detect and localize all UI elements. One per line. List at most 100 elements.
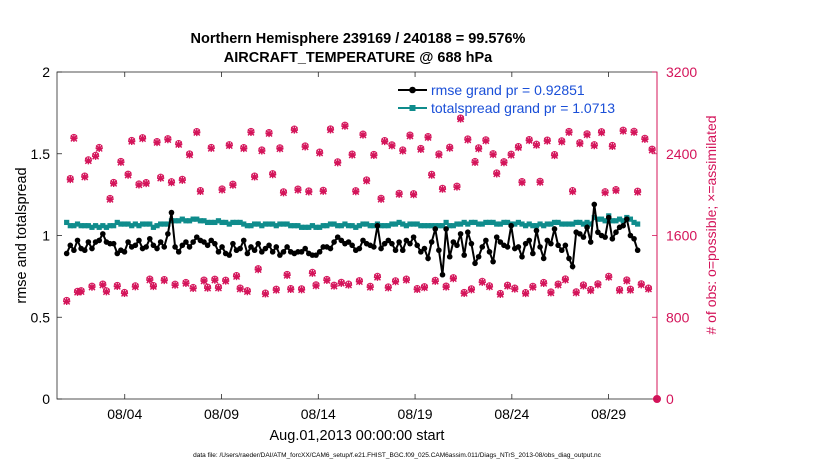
totalspread-point [78, 223, 84, 229]
totalspread-point [519, 221, 525, 227]
totalspread-point [129, 223, 135, 229]
y-axis-left-label: rmse and totalspread [14, 167, 30, 303]
obs-assimilated-point [265, 129, 273, 138]
totalspread-point [154, 223, 160, 229]
rmse-point [161, 244, 168, 250]
totalspread-point [107, 223, 113, 229]
obs-assimilated-point [207, 144, 215, 152]
totalspread-point [577, 219, 583, 226]
rmse-point [360, 237, 366, 244]
totalspread-point [494, 221, 500, 227]
obs-assimilated-point [482, 137, 490, 145]
obs-assimilated-point [261, 290, 270, 298]
rmse-point [515, 244, 522, 250]
totalspread-point [219, 219, 225, 226]
y-right-tick-label: 800 [666, 309, 690, 325]
totalspread-point [273, 223, 279, 229]
rmse-point [183, 239, 189, 245]
totalspread-point [89, 224, 95, 230]
obs-assimilated-point [377, 195, 385, 203]
obs-assimilated-point [196, 187, 204, 196]
obs-assimilated-point [95, 144, 103, 153]
totalspread-point [194, 216, 200, 222]
obs-assimilated-point [218, 186, 226, 194]
totalspread-point [548, 221, 554, 227]
obs-assimilated-point [146, 276, 154, 284]
totalspread-point [266, 221, 272, 227]
totalspread-point [255, 221, 261, 227]
obs-assimilated-point [409, 191, 418, 199]
totalspread-point [504, 219, 511, 226]
obs-assimilated-point [590, 142, 598, 150]
totalspread-point [551, 219, 558, 226]
rmse-point [136, 237, 142, 244]
totalspread-point [461, 219, 467, 226]
obs-assimilated-point [243, 288, 251, 296]
obs-assimilated-point [453, 183, 461, 191]
obs-assimilated-point [164, 136, 172, 144]
rmse-point [132, 242, 139, 249]
totalspread-point [125, 221, 131, 227]
x-axis-ticks: 08/04 08/09 08/14 08/19 08/24 08/29 [107, 72, 626, 422]
rmse-point [201, 239, 207, 245]
totalspread-point [186, 218, 193, 224]
obs-assimilated-point [232, 272, 241, 281]
obs-assimilated-point [84, 157, 92, 165]
totalspread-point [161, 221, 167, 227]
totalspread-point [277, 221, 283, 227]
totalspread-point [479, 221, 485, 227]
rmse-point [251, 247, 258, 254]
y-left-tick-label: 1 [42, 228, 50, 244]
obs-assimilated-point [106, 195, 114, 203]
obs-assimilated-point [438, 185, 447, 193]
totalspread-point [533, 223, 540, 229]
totalspread-point [165, 221, 171, 227]
totalspread-point [208, 219, 214, 226]
rmse-point [497, 239, 504, 245]
rmse-point [414, 242, 421, 249]
x-axis-label: Aug.01,2013 00:00:00 start [270, 428, 445, 444]
totalspread-point [349, 223, 355, 229]
totalspread-point [457, 221, 464, 227]
totalspread-point [490, 219, 496, 226]
obs-assimilated-point [363, 177, 371, 185]
obs-assimilated-point [240, 144, 248, 153]
obs-assimilated-point [507, 151, 515, 159]
left-axis-ticks: 0 0.5 1 1.5 2 [31, 64, 62, 407]
totalspread-point [317, 224, 323, 230]
obs-assimilated-point [608, 142, 616, 150]
totalspread-point [389, 221, 395, 227]
rmse-point [277, 252, 283, 258]
rmse-point [504, 244, 511, 250]
rmse-point [555, 242, 561, 249]
obs-assimilated-point [471, 158, 479, 167]
obs-assimilated-point [500, 159, 508, 167]
obs-assimilated-point [337, 279, 345, 287]
obs-assimilated-point [594, 281, 602, 289]
totalspread-point [176, 218, 182, 224]
totalspread-point [262, 221, 269, 227]
obs-assimilated-point [413, 285, 421, 294]
totalspread-point [562, 221, 568, 227]
totalspread-point [418, 223, 424, 229]
totalspread-point [454, 221, 460, 227]
obs-assimilated-point [341, 122, 349, 130]
rmse-point [450, 239, 457, 245]
rmse-point [591, 201, 598, 208]
obs-assimilated-point [615, 286, 624, 295]
rmse-point [385, 237, 392, 244]
y-left-tick-label: 0.5 [31, 309, 51, 325]
totalspread-point [324, 223, 330, 229]
rmse-point [454, 242, 460, 249]
rmse-point [490, 258, 496, 265]
totalspread-point [526, 221, 532, 227]
totalspread-point [345, 223, 352, 229]
obs-assimilated-point [579, 282, 588, 290]
obs-assimilated-point [420, 284, 429, 292]
rmse-point [392, 247, 399, 254]
rmse-point [255, 240, 262, 247]
rmse-point [345, 239, 352, 245]
right-axis-ticks: 0 800 1600 2400 3200 [652, 64, 697, 407]
obs-assimilated-point [113, 282, 121, 290]
totalspread-point [147, 221, 153, 227]
